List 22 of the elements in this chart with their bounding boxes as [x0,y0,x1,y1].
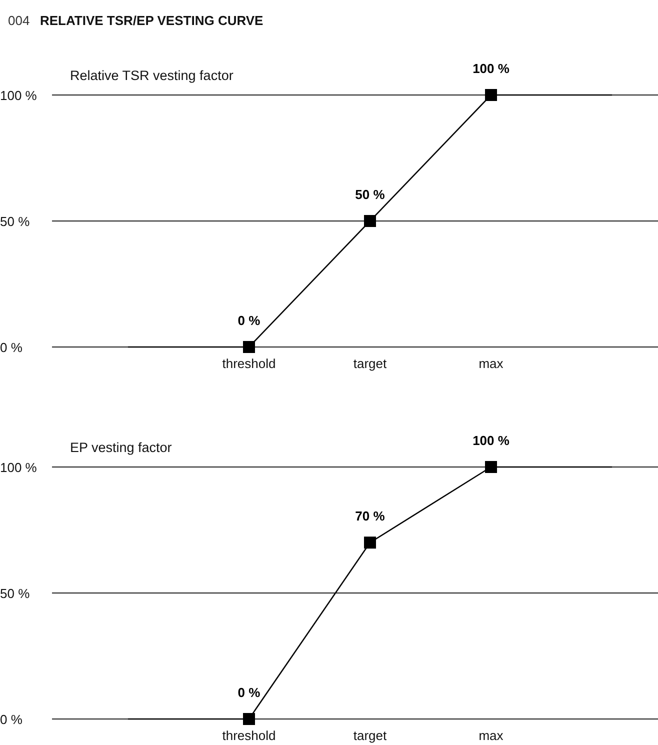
y-tick-label: 100 % [0,88,38,103]
x-tick-label: target [353,356,388,371]
data-label: 50 % [355,187,386,202]
x-tick-label: threshold [222,356,276,371]
y-tick-label: 50 % [0,586,30,601]
y-axis-title: EP vesting factor [70,440,172,455]
y-tick-label: 0 % [0,340,23,355]
y-axis-title: Relative TSR vesting factor [70,68,234,83]
y-tick-label: 0 % [0,712,23,727]
y-tick-label: 50 % [0,214,30,229]
data-label: 70 % [355,508,386,524]
data-label: 0 % [238,313,261,328]
data-label: 100 % [472,433,510,448]
chart-title: RELATIVE TSR/EP VESTING CURVE [40,13,264,28]
x-tick-label: threshold [222,728,276,743]
x-tick-label: max [478,728,504,743]
x-tick-label: max [478,356,504,371]
data-label: 100 % [472,61,510,76]
data-label: 0 % [238,685,261,700]
text: 004 [8,13,30,28]
y-tick-label: 100 % [0,460,38,475]
x-tick-label: target [353,728,388,743]
